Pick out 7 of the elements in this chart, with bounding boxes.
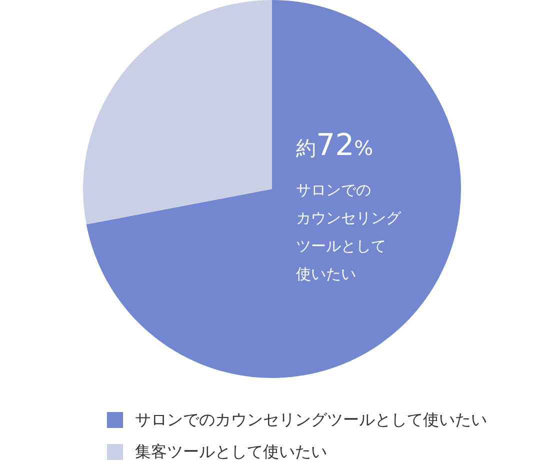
text: 使いたい [296, 265, 356, 283]
text: サロンでの [296, 181, 371, 199]
data-label: 約72% [296, 128, 374, 163]
legend-label: 集客ツールとして使いたい [135, 442, 327, 462]
legend-label: サロンでのカウンセリングツールとして使いたい [135, 410, 487, 430]
text: ツールとして [296, 237, 386, 255]
text: カウンセリング [296, 209, 402, 227]
